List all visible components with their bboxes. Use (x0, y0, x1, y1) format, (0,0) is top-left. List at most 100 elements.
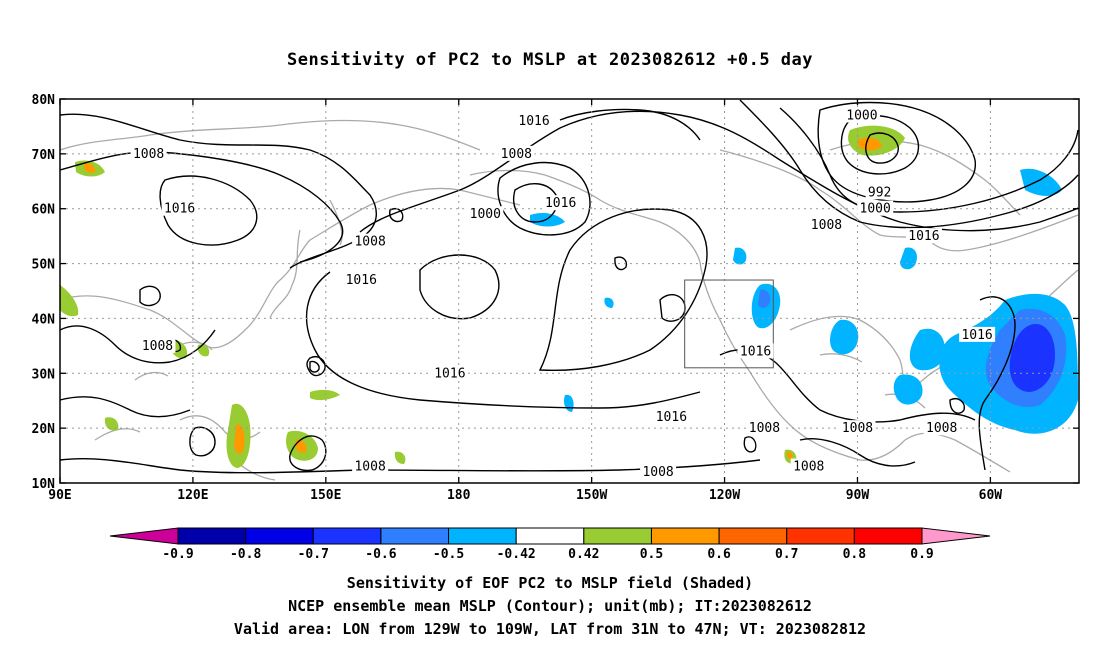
map-axes: 90E 120E 150E 180 150W 120W 90W 60W 80N 70N 60N 50N… (32, 93, 1079, 503)
contour-label-bg (905, 228, 942, 244)
contour-label: 1016 (740, 344, 771, 359)
valid-area-box (684, 279, 774, 369)
lon-label: 60W (979, 488, 1003, 503)
lat-label: 80N (32, 93, 56, 108)
colorbar-label: 0.5 (640, 547, 663, 562)
contour-label-bg (857, 200, 894, 216)
contour-label: 1016 (908, 229, 939, 244)
lat-label: 20N (32, 422, 56, 437)
contour-label-bg (790, 458, 827, 474)
map-frame (59, 98, 1080, 484)
contour-label: 1016 (656, 410, 687, 425)
colorbar-swatch (786, 527, 855, 545)
contour-label-bg (343, 272, 380, 288)
lon-label: 180 (447, 488, 471, 503)
colorbar-label: -0.5 (433, 547, 464, 562)
colorbar-label: 0.7 (775, 547, 798, 562)
colorbar-swatch (312, 527, 382, 545)
contour-label: 1000 (860, 202, 891, 217)
contour-label-bg (923, 420, 960, 436)
colorbar-swatch (853, 527, 923, 545)
lat-label: 40N (32, 312, 56, 327)
contour-label: 1008 (749, 421, 780, 436)
lon-label: 120E (177, 488, 208, 503)
contour-label: 1008 (142, 339, 173, 354)
colorbar-label: -0.42 (497, 547, 536, 562)
contour-label-bg (161, 200, 198, 216)
contour-label: 1008 (354, 235, 385, 250)
contour-label: 1008 (501, 147, 532, 162)
contour-label: 1000 (846, 108, 877, 123)
lon-label: 90W (846, 488, 870, 503)
contour-label-bg (352, 233, 389, 249)
lon-label: 120W (709, 488, 740, 503)
contour-label-bg (653, 409, 690, 425)
colorbar-low-arrow (109, 527, 179, 545)
lon-label: 150E (310, 488, 341, 503)
plot-title: Sensitivity of PC2 to MSLP at 2023082612… (286, 50, 813, 70)
colorbar-label: 0.6 (707, 547, 731, 562)
colorbar-swatch (448, 527, 517, 545)
contour-label: 992 (868, 185, 891, 200)
contour-label: 1016 (164, 202, 195, 217)
lat-label: 60N (32, 203, 56, 218)
contour-label: 1008 (133, 147, 164, 162)
contour-label-bg (746, 420, 783, 436)
contour-label-bg (808, 217, 845, 233)
colorbar-label: -0.8 (230, 547, 261, 562)
contour-label-bg (959, 326, 996, 342)
colorbar-swatch (177, 527, 247, 545)
contour-label: 1000 (470, 207, 501, 222)
lat-lon-grid (60, 99, 1079, 483)
contour-label-bg (737, 343, 774, 359)
contour-label-bg (843, 107, 880, 123)
contour-label: 1016 (518, 114, 549, 129)
caption-valid-area: Valid area: LON from 129W to 109W, LAT f… (233, 620, 867, 638)
colorbar: -0.9 -0.8 -0.7 -0.6 -0.5 -0.42 0.42 0.5 0.6 0.7 0.… (109, 527, 991, 562)
lat-label: 30N (32, 367, 56, 382)
contour-label-bg (139, 337, 176, 353)
colorbar-label: 0.42 (568, 547, 599, 562)
colorbar-label: 0.9 (910, 547, 933, 562)
contour-label-bg (130, 145, 167, 161)
contour-label-bg (352, 458, 389, 474)
caption-shading: Sensitivity of EOF PC2 to MSLP field (Sh… (346, 574, 754, 592)
colorbar-label: -0.6 (365, 547, 396, 562)
contour-label: 1008 (842, 421, 873, 436)
contour-label-bg (839, 420, 876, 436)
contour-label: 1016 (434, 366, 465, 381)
lat-label: 70N (32, 148, 56, 163)
contour-label-bg (640, 464, 677, 480)
lat-label: 10N (32, 477, 56, 492)
colorbar-high-arrow (921, 527, 991, 545)
contour-label-bg (431, 365, 468, 381)
colorbar-swatch (245, 527, 314, 545)
contour-label: 1008 (354, 460, 385, 475)
contour-label: 1008 (926, 421, 957, 436)
contour-label: 1016 (961, 328, 992, 343)
caption-contour: NCEP ensemble mean MSLP (Contour); unit(… (288, 597, 812, 615)
contour-labels: 1016 1008 1000 1016 1008 1016 1008 1016 1008 1016… (130, 107, 996, 480)
colorbar-swatch (515, 527, 585, 545)
lon-label: 90E (48, 488, 71, 503)
contour-label-bg (516, 112, 553, 128)
contour-label-bg (542, 195, 579, 211)
contour-label: 1008 (642, 465, 673, 480)
contour-label-bg (865, 184, 894, 200)
colorbar-label: -0.7 (298, 547, 329, 562)
contour-label-bg (498, 145, 535, 161)
contour-label: 1008 (811, 218, 842, 233)
contour-label: 1016 (346, 273, 377, 288)
colorbar-label: -0.9 (162, 547, 193, 562)
contour-label: 1008 (793, 460, 824, 475)
contour-label: 1016 (545, 196, 576, 211)
sensitivity-shading (60, 125, 1078, 468)
contour-label-bg (467, 206, 504, 222)
colorbar-swatch (380, 527, 450, 545)
lat-label: 50N (32, 258, 56, 273)
lon-label: 150W (576, 488, 607, 503)
colorbar-swatch (718, 527, 788, 545)
colorbar-swatch (583, 527, 652, 545)
mslp-contours (59, 99, 1079, 474)
